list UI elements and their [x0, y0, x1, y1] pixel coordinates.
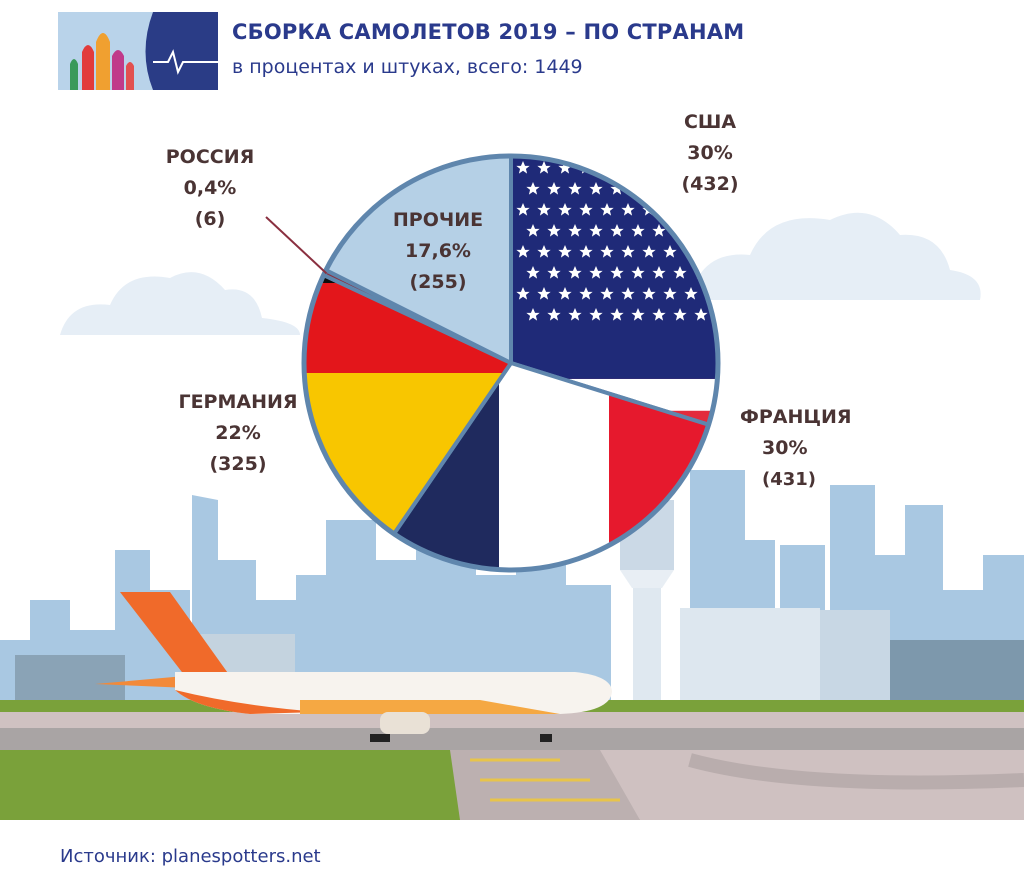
clouds	[60, 212, 981, 335]
kremlin-logo-icon	[58, 12, 218, 90]
slice-label-russia: РОССИЯ 0,4% (6)	[152, 142, 268, 235]
label-france-percent: 30%	[762, 437, 808, 459]
label-other-name: ПРОЧИЕ	[392, 209, 484, 231]
slice-label-usa: США 30% (432)	[655, 107, 765, 200]
slice-label-other: ПРОЧИЕ 17,6% (255)	[378, 205, 498, 298]
chart-subtitle: в процентах и штуках, всего: 1449	[232, 56, 583, 78]
source-note: Источник: planespotters.net	[60, 846, 321, 867]
chart-title: СБОРКА САМОЛЕТОВ 2019 – ПО СТРАНАМ	[232, 20, 745, 44]
cathedral-domes-icon	[70, 33, 134, 90]
label-germany-percent: 22%	[215, 422, 261, 444]
label-other-percent: 17,6%	[405, 240, 471, 262]
pie-slice-other	[325, 156, 511, 363]
label-russia-count: (6)	[194, 208, 226, 230]
label-usa-name: США	[683, 111, 737, 133]
label-germany-name: ГЕРМАНИЯ	[178, 391, 298, 413]
airplane	[95, 592, 612, 742]
russia-leader-line	[265, 216, 328, 275]
label-germany-count: (325)	[209, 453, 267, 475]
label-russia-name: РОССИЯ	[165, 146, 255, 168]
runway	[0, 728, 1024, 750]
label-russia-percent: 0,4%	[183, 177, 237, 199]
label-usa-percent: 30%	[687, 142, 733, 164]
label-france-count: (431)	[762, 469, 817, 490]
slice-label-germany: ГЕРМАНИЯ 22% (325)	[170, 387, 306, 480]
slice-label-france: ФРАНЦИЯ 30% (431)	[740, 402, 880, 495]
label-usa-count: (432)	[681, 173, 739, 195]
label-other-count: (255)	[409, 271, 467, 293]
pie-outline	[301, 153, 721, 573]
taxi-markings	[470, 758, 620, 802]
label-france-name: ФРАНЦИЯ	[740, 406, 852, 428]
